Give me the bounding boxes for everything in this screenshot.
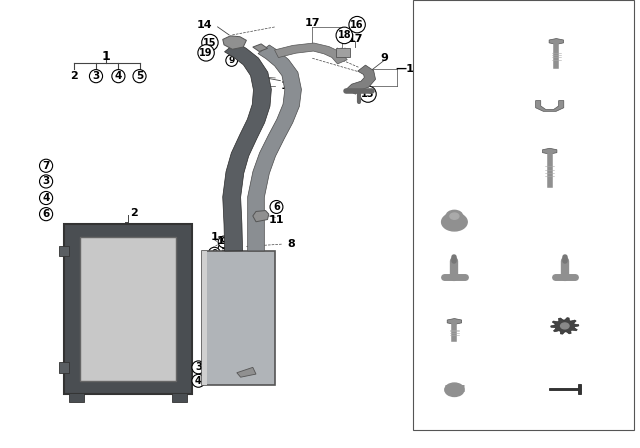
FancyBboxPatch shape bbox=[202, 251, 275, 385]
Polygon shape bbox=[550, 318, 579, 334]
Text: 15: 15 bbox=[424, 387, 440, 397]
Polygon shape bbox=[237, 367, 256, 377]
Polygon shape bbox=[275, 43, 348, 64]
Text: 9: 9 bbox=[221, 237, 227, 246]
Text: 5: 5 bbox=[136, 71, 143, 81]
Text: 1: 1 bbox=[101, 49, 110, 63]
FancyBboxPatch shape bbox=[336, 48, 350, 57]
Polygon shape bbox=[248, 45, 301, 251]
FancyBboxPatch shape bbox=[59, 362, 69, 373]
FancyBboxPatch shape bbox=[172, 393, 187, 402]
Text: 9: 9 bbox=[229, 206, 236, 215]
Text: 18: 18 bbox=[424, 265, 440, 275]
Text: 6: 6 bbox=[424, 153, 432, 163]
FancyBboxPatch shape bbox=[69, 393, 84, 402]
Circle shape bbox=[445, 383, 464, 396]
Polygon shape bbox=[223, 42, 271, 251]
Circle shape bbox=[561, 323, 569, 329]
Text: 11: 11 bbox=[269, 215, 284, 224]
Text: 19: 19 bbox=[199, 48, 213, 58]
Text: 9: 9 bbox=[211, 249, 218, 258]
Text: 17: 17 bbox=[305, 18, 320, 28]
Text: 13: 13 bbox=[424, 41, 440, 51]
Text: 6: 6 bbox=[42, 209, 50, 219]
Circle shape bbox=[446, 211, 463, 222]
Text: 3: 3 bbox=[508, 321, 515, 331]
Text: 17: 17 bbox=[348, 34, 363, 44]
Polygon shape bbox=[253, 44, 268, 52]
Text: 7: 7 bbox=[42, 161, 50, 171]
Polygon shape bbox=[536, 101, 564, 112]
Polygon shape bbox=[543, 148, 557, 154]
Text: 4: 4 bbox=[42, 193, 50, 203]
Polygon shape bbox=[447, 319, 461, 324]
Text: 15: 15 bbox=[203, 38, 217, 47]
Circle shape bbox=[450, 213, 459, 220]
Text: 14: 14 bbox=[197, 20, 212, 30]
FancyBboxPatch shape bbox=[80, 237, 176, 381]
Text: 160540: 160540 bbox=[593, 418, 630, 428]
Text: 3: 3 bbox=[92, 71, 100, 81]
Polygon shape bbox=[548, 384, 581, 394]
Text: 18: 18 bbox=[337, 30, 351, 40]
Text: 13: 13 bbox=[361, 89, 375, 99]
FancyBboxPatch shape bbox=[202, 251, 207, 385]
Polygon shape bbox=[549, 39, 564, 44]
FancyBboxPatch shape bbox=[413, 0, 634, 430]
Text: 4: 4 bbox=[508, 265, 515, 275]
FancyBboxPatch shape bbox=[64, 224, 192, 394]
Text: —10: —10 bbox=[395, 65, 422, 74]
Text: 3: 3 bbox=[195, 362, 202, 372]
Text: 6: 6 bbox=[273, 202, 280, 212]
Text: 8: 8 bbox=[287, 239, 295, 249]
Circle shape bbox=[442, 213, 467, 231]
Text: 12: 12 bbox=[280, 81, 296, 91]
Text: 1: 1 bbox=[211, 233, 218, 242]
Text: 4: 4 bbox=[115, 71, 122, 81]
Text: 7: 7 bbox=[424, 97, 432, 107]
Polygon shape bbox=[223, 36, 246, 49]
Text: 1: 1 bbox=[217, 236, 225, 246]
Text: 9: 9 bbox=[221, 244, 227, 253]
Text: 4: 4 bbox=[195, 376, 202, 386]
Text: 19: 19 bbox=[424, 209, 440, 219]
Text: 9: 9 bbox=[228, 56, 235, 65]
Text: 6: 6 bbox=[273, 202, 280, 211]
Text: 9: 9 bbox=[380, 53, 388, 63]
Text: 16: 16 bbox=[350, 20, 364, 30]
Text: 16: 16 bbox=[424, 321, 440, 331]
Text: 2: 2 bbox=[131, 208, 138, 218]
Text: 3: 3 bbox=[42, 177, 50, 186]
Text: 5: 5 bbox=[248, 377, 255, 387]
Polygon shape bbox=[346, 65, 376, 94]
Polygon shape bbox=[253, 211, 269, 222]
Text: 2: 2 bbox=[70, 71, 77, 81]
FancyBboxPatch shape bbox=[59, 246, 69, 256]
